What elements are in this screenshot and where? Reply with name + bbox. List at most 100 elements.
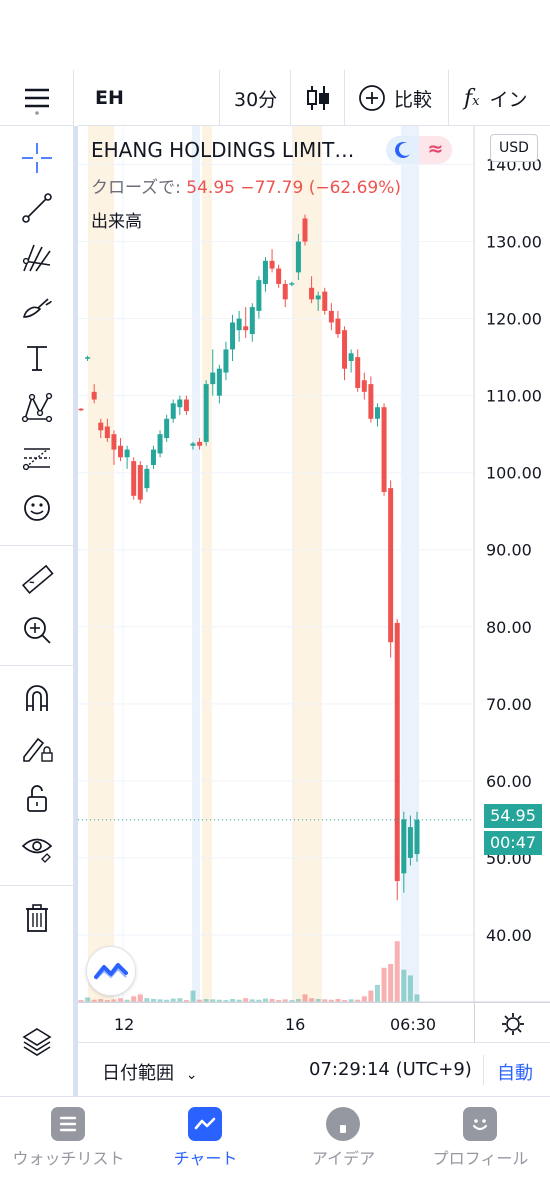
interval-button[interactable]: 30分 — [234, 70, 277, 126]
pitchfork-tool[interactable] — [0, 233, 74, 283]
moon-icon — [395, 141, 410, 158]
text-icon — [27, 346, 47, 371]
crosshair-tool[interactable] — [0, 133, 74, 183]
date-range-label: 日付範囲 — [102, 1063, 174, 1084]
volume-bar — [78, 1000, 84, 1002]
auto-scale-button[interactable]: 自動 — [497, 1063, 533, 1084]
volume-legend: 出来高 — [91, 212, 142, 232]
remove-drawings-tool[interactable] — [0, 893, 74, 943]
volume-bar — [144, 998, 150, 1002]
pattern-tool[interactable] — [0, 383, 74, 433]
currency-button[interactable]: USD — [490, 134, 538, 162]
candle-body — [256, 280, 262, 311]
session-band — [401, 126, 419, 1002]
unlock-icon — [27, 785, 47, 812]
panel-resize-handle[interactable] — [74, 126, 78, 1096]
zoom-in-icon — [24, 617, 51, 644]
time-axis[interactable]: 12 16 06:30 — [78, 1002, 550, 1043]
price-axis-label: 60.00 — [486, 772, 532, 791]
menu-button[interactable] — [0, 73, 74, 123]
volume-bar — [407, 975, 413, 1002]
candle-body — [394, 622, 400, 882]
candle-body — [118, 445, 124, 458]
hamburger-icon — [25, 88, 49, 115]
watchlist-icon — [51, 1107, 85, 1141]
forecast-tool[interactable] — [0, 433, 74, 483]
bar-countdown: 00:47 — [484, 831, 542, 855]
volume-bar — [276, 1000, 282, 1002]
volume-bar — [223, 1000, 229, 1002]
compare-label: 比較 — [394, 88, 433, 111]
candle-body — [269, 260, 275, 269]
trend-line-tool[interactable] — [0, 183, 74, 233]
toolbar-divider — [0, 665, 74, 666]
session-toggle[interactable]: ≈ — [386, 136, 452, 164]
emoji-tool[interactable] — [0, 483, 74, 533]
settings-gear-icon[interactable] — [501, 1012, 525, 1036]
volume-bar — [230, 998, 236, 1002]
volume-bar — [118, 998, 124, 1002]
forecast-icon — [22, 448, 50, 471]
chart-type-button[interactable] — [306, 70, 330, 126]
symbol-title: EHANG HOLDINGS LIMIT… — [91, 138, 355, 162]
visibility-tool[interactable] — [0, 823, 74, 873]
candle-body — [368, 384, 374, 419]
text-tool[interactable] — [0, 333, 74, 383]
pitchfork-icon — [22, 244, 51, 272]
tradingview-logo[interactable] — [86, 946, 136, 996]
lock-tool[interactable] — [0, 773, 74, 823]
indicators-label: イン — [489, 88, 528, 111]
volume-bar — [183, 1000, 189, 1002]
candle-body — [223, 349, 229, 373]
lock-drawings-tool[interactable] — [0, 723, 74, 773]
compare-button[interactable]: 比較 — [358, 70, 432, 126]
volume-bar — [348, 999, 354, 1002]
object-tree-tool[interactable] — [0, 1017, 74, 1067]
idea-icon — [326, 1107, 360, 1141]
volume-bar — [216, 999, 222, 1002]
candle-body — [190, 443, 196, 446]
candle-body — [315, 295, 321, 300]
candle-body — [216, 368, 222, 396]
measure-tool[interactable] — [0, 555, 74, 605]
chart-area[interactable]: 40.00 50.00 60.00 70.00 80.00 90.00 100.00 110.… — [78, 126, 550, 1042]
toolbar-divider — [219, 70, 220, 126]
magnet-tool[interactable] — [0, 673, 74, 723]
nav-chart[interactable]: チャート — [137, 1097, 274, 1192]
time-label: 12 — [114, 1015, 135, 1034]
volume-bar — [388, 964, 394, 1002]
nav-ideas[interactable]: アイデア — [275, 1097, 412, 1192]
symbol-search-button[interactable]: EH — [95, 70, 124, 126]
nav-profile[interactable]: プロフィール — [412, 1097, 549, 1192]
trend-line-icon — [22, 193, 52, 223]
volume-bar — [302, 994, 308, 1002]
nav-label: ウォッチリスト — [12, 1149, 125, 1168]
indicators-button[interactable]: fx イン — [464, 70, 528, 126]
volume-bar — [374, 984, 380, 1002]
volume-bar — [262, 998, 268, 1002]
price-chart[interactable]: 40.0050.0060.0070.0080.0090.00100.00110.… — [78, 126, 550, 1042]
candle-body — [98, 422, 104, 431]
zoom-in-tool[interactable] — [0, 605, 74, 655]
volume-bar — [91, 999, 97, 1002]
date-range-button[interactable]: 日付範囲 ⌄ — [102, 1059, 197, 1085]
nav-label: アイデア — [311, 1149, 376, 1168]
status-bar — [0, 0, 550, 70]
nav-label: チャート — [173, 1149, 238, 1168]
brush-tool[interactable] — [0, 283, 74, 333]
candle-body — [177, 399, 183, 408]
nav-watchlist[interactable]: ウォッチリスト — [0, 1097, 137, 1192]
close-value: 54.95 — [186, 178, 235, 198]
pattern-icon — [21, 392, 53, 423]
volume-bar — [104, 1000, 110, 1002]
volume-bar — [355, 999, 361, 1002]
volume-bar — [85, 997, 91, 1002]
candle-body — [381, 407, 387, 492]
pencil-lock-icon — [23, 737, 53, 762]
clock-display[interactable]: 07:29:14 (UTC+9) — [309, 1059, 472, 1080]
volume-bar — [249, 999, 255, 1002]
smiley-icon — [24, 495, 50, 521]
candle-body — [282, 283, 288, 300]
volume-bar — [309, 998, 315, 1002]
layers-icon — [22, 1028, 52, 1056]
